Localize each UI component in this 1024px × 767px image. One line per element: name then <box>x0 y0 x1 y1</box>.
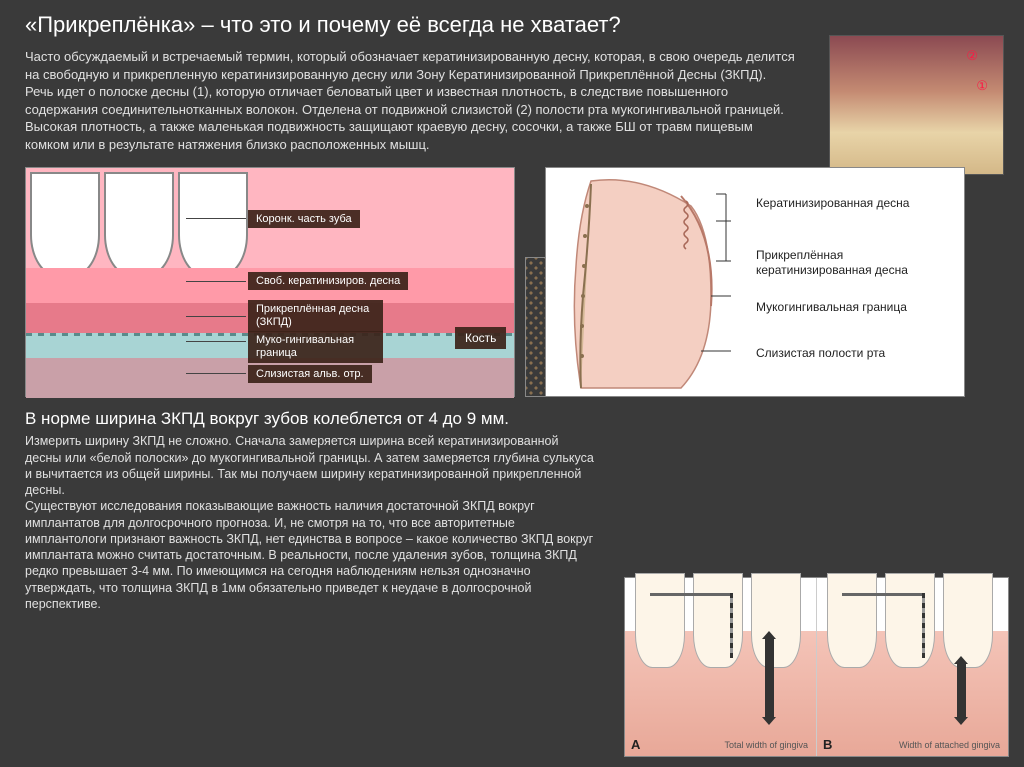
clinical-photo: ② ① <box>829 35 1004 175</box>
panel-caption-b: Width of attached gingiva <box>899 740 1000 750</box>
intro-paragraph: Часто обсуждаемый и встречаемый термин, … <box>0 44 820 157</box>
measurement-paragraph: Измерить ширину ЗКПД не сложно. Сначала … <box>0 431 620 614</box>
panel-caption-a: Total width of gingiva <box>724 740 808 750</box>
marker-2: ② <box>966 48 978 64</box>
label-oral-mucosa: Слизистая полости рта <box>756 346 885 360</box>
panel-letter-a: A <box>631 737 640 752</box>
probe-panel-a: A Total width of gingiva <box>625 578 817 756</box>
label-crown: Коронк. часть зуба <box>248 210 360 228</box>
probe-panel-b: B Width of attached gingiva <box>817 578 1008 756</box>
label-ker-gum: Кератинизированная десна <box>756 196 909 210</box>
panel-letter-b: B <box>823 737 832 752</box>
label-mgj-right: Мукогингивальная граница <box>756 300 907 314</box>
probe-diagram-pair: A Total width of gingiva B Width of atta… <box>624 577 1009 757</box>
label-free-gum: Своб. кератинизиров. десна <box>248 272 408 290</box>
label-bone: Кость <box>455 327 506 349</box>
frontal-diagram: Коронк. часть зуба Своб. кератинизиров. … <box>25 167 515 397</box>
norm-subtitle: В норме ширина ЗКПД вокруг зубов колебле… <box>0 405 1024 431</box>
marker-1: ① <box>976 78 988 94</box>
cross-section-diagram: Кератинизированная десна Прикреплённая к… <box>545 167 965 397</box>
label-attached-ker: Прикреплённая кератинизированная десна <box>756 248 936 277</box>
label-attached-gum: Прикреплённая десна (ЗКПД) <box>248 300 383 331</box>
label-mgj: Муко-гингивальная граница <box>248 331 383 362</box>
diagrams-row: Коронк. часть зуба Своб. кератинизиров. … <box>0 157 1024 405</box>
label-mucosa: Слизистая альв. отр. <box>248 365 372 383</box>
